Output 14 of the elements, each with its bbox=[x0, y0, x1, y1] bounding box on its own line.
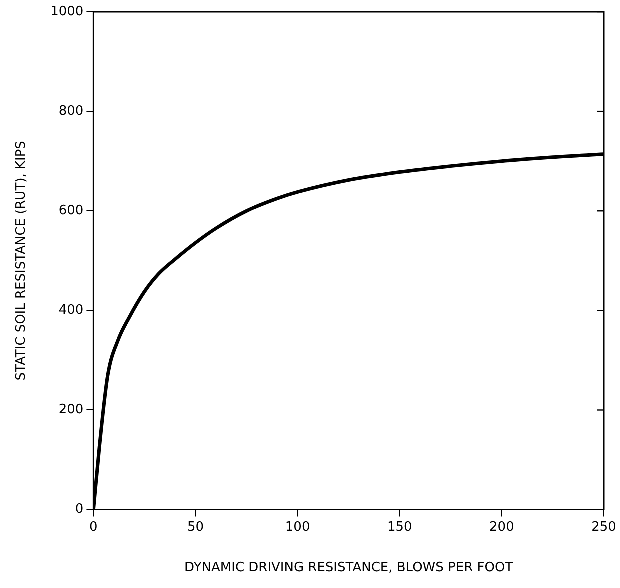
y-tick-label: 200 bbox=[58, 402, 84, 418]
y-tick-label: 400 bbox=[58, 303, 84, 318]
y-tick-label: 800 bbox=[58, 104, 84, 119]
y-axis-title: STATIC SOIL RESISTANCE (RUT), KIPS bbox=[14, 141, 30, 381]
x-tick-label: 100 bbox=[285, 520, 310, 535]
x-axis-title: DYNAMIC DRIVING RESISTANCE, BLOWS PER FOOT bbox=[184, 560, 514, 576]
x-tick-label: 150 bbox=[387, 520, 412, 535]
x-tick-label: 200 bbox=[490, 520, 514, 535]
y-tick-label: 600 bbox=[58, 203, 84, 218]
x-tick-label: 250 bbox=[592, 520, 616, 535]
y-tick-label: 0 bbox=[75, 502, 84, 518]
x-tick-label: 50 bbox=[187, 520, 204, 535]
x-tick-label: 0 bbox=[90, 520, 98, 535]
y-tick-label: 1000 bbox=[50, 4, 84, 20]
